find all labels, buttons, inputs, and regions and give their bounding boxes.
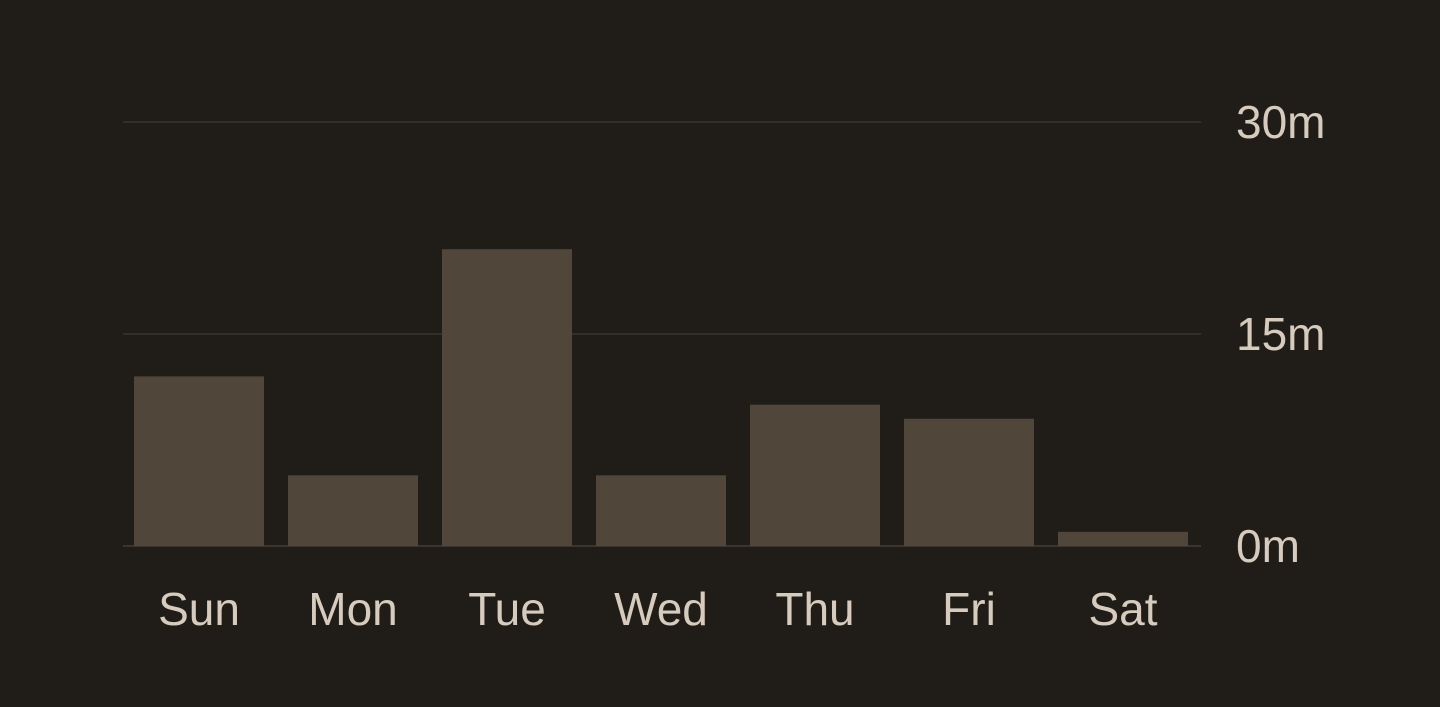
y-axis-tick-labels: 0m 15m 30m xyxy=(1236,96,1325,572)
bar-tue[interactable] xyxy=(442,249,572,546)
x-category-label: Tue xyxy=(468,583,546,635)
x-category-label: Sun xyxy=(158,583,240,635)
y-tick-label: 30m xyxy=(1236,96,1325,148)
x-category-label: Fri xyxy=(942,583,996,635)
x-category-label: Mon xyxy=(308,583,397,635)
bar-sun[interactable] xyxy=(134,376,264,546)
x-category-label: Thu xyxy=(775,583,854,635)
y-tick-label: 0m xyxy=(1236,520,1300,572)
bar-sat[interactable] xyxy=(1058,531,1188,546)
bar-thu[interactable] xyxy=(750,404,880,546)
bar-fri[interactable] xyxy=(904,418,1034,546)
x-category-label: Wed xyxy=(614,583,708,635)
y-tick-label: 15m xyxy=(1236,308,1325,360)
bar-mon[interactable] xyxy=(288,475,418,546)
bar-wed[interactable] xyxy=(596,475,726,546)
x-category-label: Sat xyxy=(1088,583,1157,635)
x-axis-category-labels: Sun Mon Tue Wed Thu Fri Sat xyxy=(158,583,1158,635)
bars xyxy=(134,249,1188,546)
